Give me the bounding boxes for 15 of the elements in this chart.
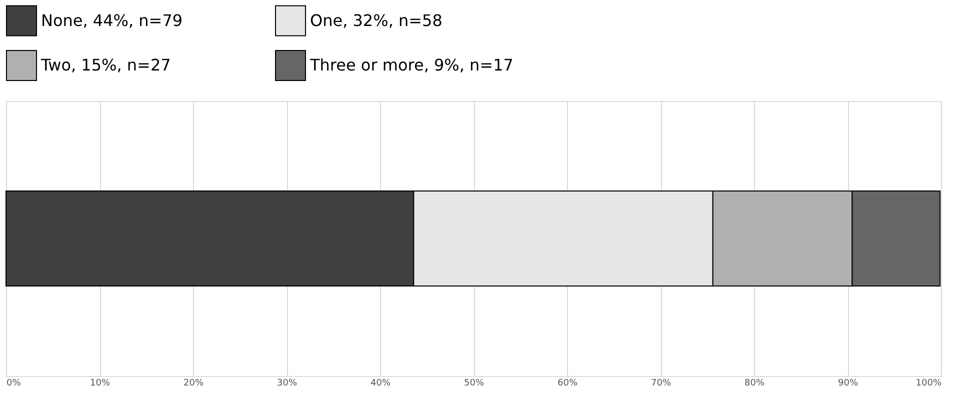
x-tick-label: 80% xyxy=(744,378,765,388)
legend-label: Two, 15%, n=27 xyxy=(40,56,171,74)
x-tick-label: 0% xyxy=(6,378,22,388)
x-tick-label: 100% xyxy=(916,378,942,388)
legend-label: One, 32%, n=58 xyxy=(310,10,442,30)
x-tick-label: 20% xyxy=(183,378,204,388)
x-tick-label: 30% xyxy=(276,378,298,388)
x-tick-label: 70% xyxy=(650,378,672,388)
x-tick-label: 10% xyxy=(90,378,110,388)
legend-label: None, 44%, n=79 xyxy=(41,10,183,30)
x-tick-label: 60% xyxy=(557,378,578,388)
x-tick-label: 40% xyxy=(370,378,391,388)
x-tick-label: 50% xyxy=(464,378,484,388)
x-tick-label: 90% xyxy=(838,378,858,388)
legend-label: Three or more, 9%, n=17 xyxy=(309,56,514,74)
